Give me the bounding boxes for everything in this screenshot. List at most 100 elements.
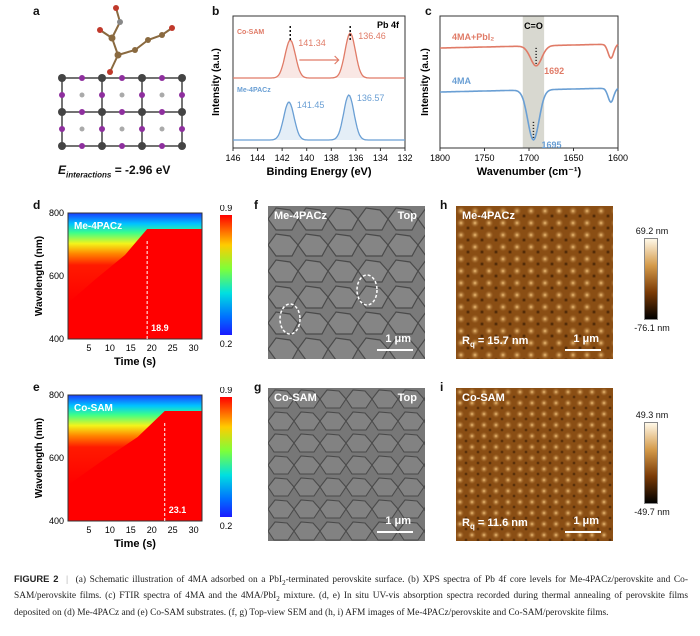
xps-series-line <box>233 32 405 79</box>
heatmap-d-cb-min: 0.2 <box>220 339 233 349</box>
afm-h-cb-max: 69.2 nm <box>635 226 669 236</box>
afm-h-scale-label: 1 μm <box>573 333 599 345</box>
xps-shift-arrowhead <box>334 55 340 65</box>
heatmap-e-xtick-label: 25 <box>168 525 178 535</box>
ftir-series-line <box>440 43 619 67</box>
xps-xtick-label: 142 <box>275 153 290 163</box>
afm-i-title: Co-SAM <box>462 392 505 404</box>
caption-text-2: -terminated perovskite surface. (b) XPS … <box>14 575 688 602</box>
heatmap-e-colorbar <box>220 397 232 517</box>
heatmap-e-ytick-label: 400 <box>49 516 64 526</box>
heatmap-d-xtick-label: 25 <box>168 343 178 353</box>
caption-separator: | <box>66 575 69 585</box>
xps-xtick-label: 144 <box>250 153 265 163</box>
heatmap-d-ytick-label: 800 <box>49 208 64 218</box>
sem-grain-texture-g <box>268 388 425 541</box>
caption-sub-1: 2 <box>282 578 286 587</box>
sem-f-scale-bar <box>377 349 413 351</box>
afm-h-roughness: Rq = 15.7 nm <box>462 335 528 349</box>
panel-label-f: f <box>254 198 258 212</box>
heatmap-d-frame <box>67 212 203 340</box>
heatmap-d-xlabel: Time (s) <box>114 356 156 368</box>
xps-ylabel: Intensity (a.u.) <box>211 48 222 116</box>
heatmap-e-xtick-label: 10 <box>105 525 115 535</box>
ftir-xtick-label: 1650 <box>563 153 583 163</box>
sem-f-view: Top <box>397 210 417 222</box>
ftir-peak-label: 1692 <box>544 66 564 76</box>
xps-series-name: Me-4PACz <box>237 87 271 94</box>
heatmap-e-xlabel: Time (s) <box>114 538 156 550</box>
panel-label-b: b <box>212 4 220 18</box>
panel-label-i: i <box>440 380 444 394</box>
afm-i-cb-min: -49.7 nm <box>634 507 670 517</box>
xps-peak-label: 141.45 <box>297 100 325 110</box>
heatmap-e-xtick-label: 5 <box>86 525 91 535</box>
panel-label-a: a <box>33 4 40 18</box>
panel-label-d: d <box>33 198 41 212</box>
sem-g-view: Top <box>397 392 417 404</box>
heatmap-e-frame <box>67 394 203 522</box>
afm-i-cb-max: 49.3 nm <box>635 410 669 420</box>
heatmap-d-title: Me-4PACz <box>74 221 122 232</box>
heatmap-e-ytick-label: 800 <box>49 390 64 400</box>
molecule-atoms <box>97 5 175 75</box>
panel-label-c: c <box>425 4 432 18</box>
heatmap-d-transition-region <box>68 213 202 303</box>
heatmap-d-xtick-label: 20 <box>147 343 157 353</box>
sem-f-title: Me-4PACz <box>274 210 327 222</box>
afm-i-scale-bar <box>565 531 601 533</box>
xps-xtick-label: 146 <box>225 153 240 163</box>
xps-chart: 146 144 142 140 138 136 134 132 Binding Energy (… <box>211 15 413 178</box>
afm-image-h: Me-4PACz Rq = 15.7 nm 1 μm <box>456 206 613 359</box>
ftir-band <box>522 16 545 148</box>
afm-image-i: Co-SAM Rq = 11.6 nm 1 μm <box>456 388 613 541</box>
sem-g-title: Co-SAM <box>274 392 317 404</box>
afm-texture-i <box>456 388 613 541</box>
caption-text-3: mixture. (d, e) In situ UV-vis absorptio… <box>14 591 688 618</box>
sem-g-scale-label: 1 μm <box>385 515 411 527</box>
heatmap-d-xtick-label: 15 <box>126 343 136 353</box>
heatmap-e-xtick-label: 15 <box>126 525 136 535</box>
xps-xtick-label: 134 <box>373 153 388 163</box>
ftir-series-name: 4MA <box>452 76 472 86</box>
sem-image-f: Me-4PACz Top 1 μm <box>268 206 425 359</box>
caption-label: FIGURE 2 <box>14 573 59 584</box>
heatmap-e-chart: 23.1 Co-SAM 5 10 15 20 25 30 800 600 400 Time (s) Wa… <box>34 387 232 550</box>
afm-h-scale-bar <box>565 349 601 351</box>
sem-image-g: Co-SAM Top 1 μm <box>268 388 425 541</box>
energy-subscript: interactions <box>66 170 112 180</box>
ftir-xtick-label: 1600 <box>608 153 628 163</box>
heatmap-e-ytick-label: 600 <box>49 453 64 463</box>
perovskite-lattice <box>58 74 186 150</box>
xps-series-name: Co-SAM <box>237 29 264 36</box>
heatmap-e-transition-region <box>68 395 202 485</box>
heatmap-d-ylabel: Wavelength (nm) <box>34 236 45 316</box>
energy-value: = -2.96 eV <box>111 163 171 177</box>
panel-label-e: e <box>33 380 40 394</box>
heatmap-d-ytick-label: 400 <box>49 334 64 344</box>
ftir-chart: C=O 1800 1750 1700 1650 1600 Wavenumber (cm⁻¹)… <box>420 15 628 178</box>
panel-label-h: h <box>440 198 448 212</box>
caption-sub-2: 2 <box>276 595 280 604</box>
ftir-series-line <box>440 87 619 141</box>
xps-title: Pb 4f <box>377 20 400 30</box>
afm-h-cb-min: -76.1 nm <box>634 323 670 333</box>
heatmap-d-chart: 18.9 Me-4PACz 5 10 15 20 25 30 800 600 400 Time (s)… <box>34 205 233 368</box>
afm-h-colorbar <box>644 238 658 320</box>
panel-a-schematic <box>58 5 186 150</box>
ftir-band-label: C=O <box>524 21 543 31</box>
afm-i-roughness: Rq = 11.6 nm <box>462 517 528 531</box>
ftir-xlabel: Wavenumber (cm⁻¹) <box>477 166 582 178</box>
afm-texture-h <box>456 206 613 359</box>
xps-peak-label: 136.46 <box>358 31 386 41</box>
afm-i-scale-label: 1 μm <box>573 515 599 527</box>
heatmap-e-xtick-label: 30 <box>189 525 199 535</box>
afm-i-roughness-symbol: R <box>462 516 470 529</box>
heatmap-d-xtick-label: 10 <box>105 343 115 353</box>
sem-grain-texture <box>268 206 425 359</box>
heatmap-e-ylabel: Wavelength (nm) <box>34 418 45 498</box>
xps-xtick-label: 138 <box>324 153 339 163</box>
sem-f-scale-label: 1 μm <box>385 333 411 345</box>
heatmap-d-cb-max: 0.9 <box>220 205 233 213</box>
ftir-peak-label: 1695 <box>541 140 561 150</box>
